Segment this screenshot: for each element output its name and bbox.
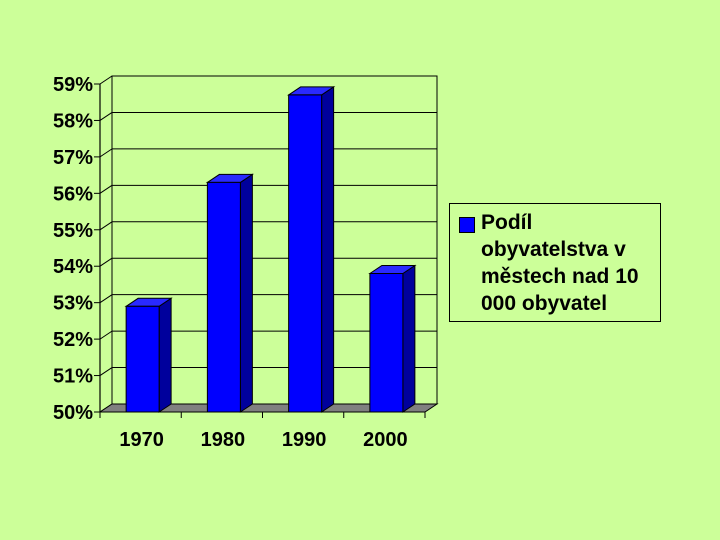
legend-label: Podíl obyvatelstva v městech nad 10 000 … xyxy=(481,211,639,315)
bar-front xyxy=(206,181,241,413)
x-tick-label: 2000 xyxy=(363,429,408,451)
gridline-diagonal xyxy=(99,257,113,267)
y-tick-label: 57% xyxy=(53,147,93,169)
y-tick-label: 58% xyxy=(53,110,93,132)
x-tick-label: 1970 xyxy=(119,429,164,451)
bar-front xyxy=(288,94,323,413)
gridline-diagonal xyxy=(99,367,113,376)
x-tick-label: 1990 xyxy=(282,429,327,451)
y-tick-label: 52% xyxy=(53,329,93,351)
y-tick-label: 51% xyxy=(53,366,93,388)
bar-side xyxy=(239,173,253,413)
bar-side xyxy=(402,264,416,413)
bar-side xyxy=(158,297,172,413)
y-tick-label: 53% xyxy=(53,293,93,315)
gridline-diagonal xyxy=(99,112,113,121)
legend: Podíl obyvatelstva v městech nad 10 000 … xyxy=(449,203,661,322)
y-tick-label: 50% xyxy=(53,402,93,424)
legend-swatch xyxy=(459,217,475,233)
x-tick-label: 1980 xyxy=(201,429,246,451)
gridline-diagonal xyxy=(99,75,113,85)
gridline-diagonal xyxy=(99,184,113,194)
gridline-diagonal xyxy=(99,148,113,158)
bar-front xyxy=(369,273,404,413)
bar xyxy=(205,173,255,413)
bar xyxy=(368,264,417,413)
y-tick-label: 55% xyxy=(53,220,93,242)
bar-front xyxy=(125,305,160,413)
bar-series xyxy=(124,85,417,413)
bar-side xyxy=(321,85,335,413)
x-axis-labels: 1970 1980 1990 2000 xyxy=(99,412,426,451)
y-axis-ticks: 50% 51% 52% 53% 54% 55% 56% 57% 58% 59% xyxy=(53,74,100,424)
y-tick-label: 59% xyxy=(53,74,93,96)
gridline-diagonal xyxy=(99,221,113,231)
bar xyxy=(124,297,173,413)
gridline-diagonal xyxy=(99,330,113,340)
gridline-diagonal xyxy=(99,294,113,304)
y-tick-label: 56% xyxy=(53,183,93,205)
bar xyxy=(286,85,336,413)
y-tick-label: 54% xyxy=(53,256,93,278)
